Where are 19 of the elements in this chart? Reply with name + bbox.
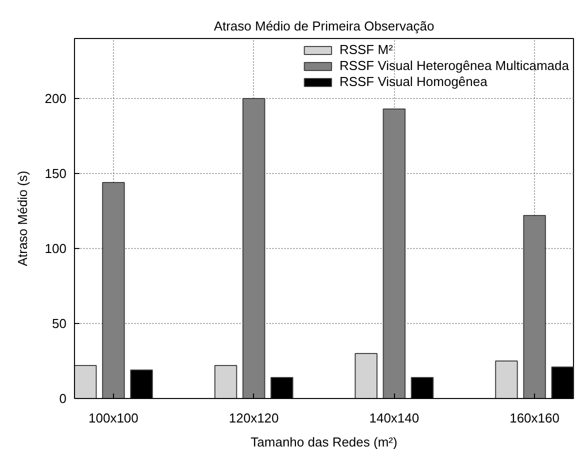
x-axis-title: Tamanho das Redes (m²) <box>250 434 398 449</box>
bar <box>74 365 97 398</box>
bar <box>214 365 238 398</box>
bar <box>354 353 378 398</box>
y-tick-label: 150 <box>44 166 67 181</box>
legend-label: RSSF Visual Homogênea <box>339 74 488 89</box>
x-tick-label: 140x140 <box>369 410 420 426</box>
chart-title: Atraso Médio de Primeira Observação <box>214 18 434 34</box>
legend-label: RSSF Visual Heterogênea Multicamada <box>339 58 569 73</box>
x-tick-label: 160x160 <box>510 410 560 426</box>
bar <box>495 360 518 398</box>
y-tick-label: 50 <box>52 316 67 331</box>
y-tick-label: 100 <box>44 241 67 256</box>
x-tick-label: 100x100 <box>88 410 138 426</box>
x-tick-label: 120x120 <box>228 410 279 426</box>
y-tick-label: 200 <box>44 91 67 106</box>
legend-label: RSSF M² <box>339 42 393 57</box>
y-axis-title: Atraso Médio (s) <box>14 170 30 266</box>
y-tick-label: 0 <box>59 391 67 406</box>
